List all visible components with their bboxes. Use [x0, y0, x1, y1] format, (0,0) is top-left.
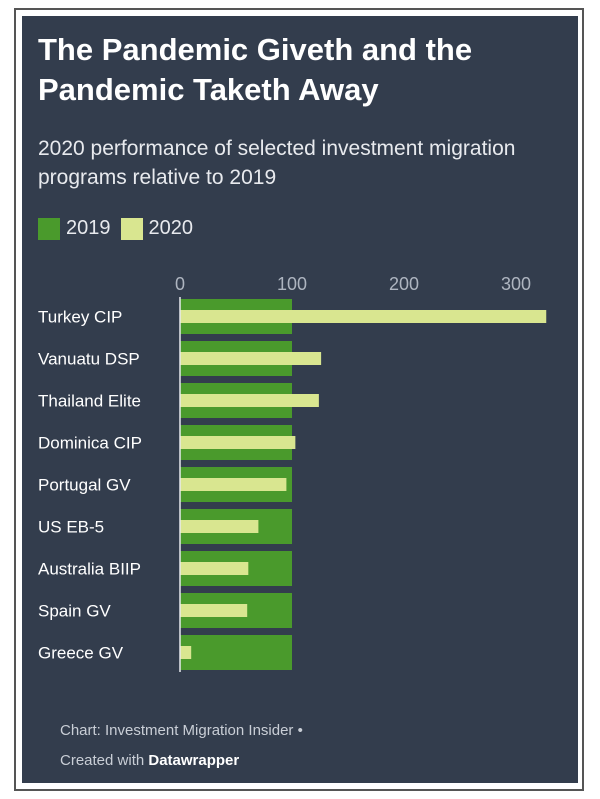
created-with-note: Created with Datawrapper — [60, 746, 303, 776]
bar-chart: 0 100 200 300 Turkey CIP Vanuatu DSP Thailand … — [38, 274, 547, 672]
bar-2020 — [180, 604, 248, 617]
bar-2020 — [180, 436, 296, 449]
category-label: Turkey CIP — [38, 308, 122, 327]
chart-subtitle: 2020 performance of selected investment … — [38, 137, 516, 189]
category-label: Thailand Elite — [38, 392, 141, 411]
created-prefix: Created with — [60, 752, 149, 769]
bar-2020 — [180, 646, 192, 659]
bar-2020 — [180, 310, 547, 323]
legend-swatch-2019 — [38, 217, 60, 240]
x-tick-label: 100 — [277, 274, 307, 294]
bar-2020 — [180, 394, 319, 407]
category-label: Australia BIIP — [38, 560, 141, 579]
category-label: US EB-5 — [38, 518, 104, 537]
legend-label-2019: 2019 — [66, 217, 111, 239]
chart-footer: Chart: Investment Migration Insider • Cr… — [60, 716, 303, 776]
category-label: Greece GV — [38, 644, 124, 663]
bar-2020 — [180, 352, 322, 365]
category-label: Dominica CIP — [38, 434, 142, 453]
bar-2020 — [180, 562, 249, 575]
category-label: Spain GV — [38, 602, 111, 621]
category-label: Vanuatu DSP — [38, 350, 140, 369]
category-label: Portugal GV — [38, 476, 131, 495]
legend-swatch-2020 — [120, 217, 143, 240]
legend-item-2019: 2019 — [38, 217, 111, 240]
legend: 2019 2020 — [38, 217, 203, 240]
legend-item-2020: 2020 — [120, 217, 194, 240]
legend-label-2020: 2020 — [148, 217, 194, 239]
source-note: Chart: Investment Migration Insider • — [60, 722, 303, 739]
chart-panel: The Pandemic Giveth and the Pandemic Tak… — [22, 16, 578, 783]
datawrapper-link: Datawrapper — [148, 752, 240, 769]
bar-2020 — [180, 520, 259, 533]
x-tick-label: 200 — [389, 274, 419, 294]
x-tick-label: 300 — [501, 274, 531, 294]
bar-2020 — [180, 478, 287, 491]
bar-2019 — [180, 635, 292, 670]
chart-title: The Pandemic Giveth and the Pandemic Tak… — [38, 32, 473, 107]
x-tick-label: 0 — [175, 274, 185, 294]
